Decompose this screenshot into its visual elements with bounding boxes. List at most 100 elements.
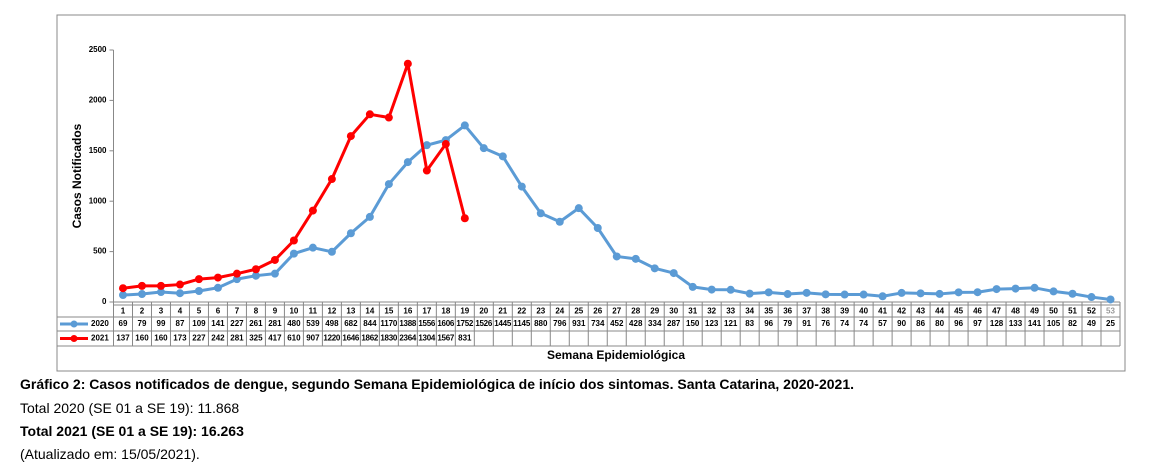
- data-point: [802, 288, 811, 297]
- data-point: [346, 229, 355, 238]
- x-tick-label: 31: [688, 307, 697, 316]
- data-point: [840, 290, 849, 299]
- data-point: [289, 249, 298, 258]
- table-value: 76: [821, 319, 830, 328]
- table-value: 931: [572, 319, 586, 328]
- data-point: [726, 285, 735, 294]
- data-point: [517, 182, 526, 191]
- x-tick-label: 9: [273, 307, 278, 316]
- table-value: 287: [667, 319, 681, 328]
- table-value: 74: [840, 319, 849, 328]
- x-tick-label: 3: [159, 307, 164, 316]
- x-tick-label: 7: [235, 307, 240, 316]
- table-value: 79: [783, 319, 792, 328]
- table-value: 1556: [418, 319, 436, 328]
- legend-marker: [70, 335, 78, 342]
- table-value: 105: [1047, 319, 1061, 328]
- data-point: [327, 175, 336, 184]
- y-tick-label: 1000: [89, 196, 107, 205]
- x-tick-label: 19: [460, 307, 469, 316]
- data-point: [859, 290, 868, 299]
- data-point: [194, 275, 203, 284]
- x-tick-label: 29: [650, 307, 659, 316]
- data-point: [460, 121, 469, 130]
- table-value: 1526: [475, 319, 493, 328]
- x-tick-label: 12: [327, 307, 336, 316]
- table-value: 80: [935, 319, 944, 328]
- data-point: [137, 290, 146, 299]
- x-tick-label: 6: [216, 307, 221, 316]
- x-tick-label: 43: [916, 307, 925, 316]
- table-value: 1170: [380, 319, 398, 328]
- data-point: [669, 269, 678, 278]
- data-point: [764, 288, 773, 297]
- y-tick-label: 0: [102, 297, 107, 306]
- table-value: 796: [553, 319, 567, 328]
- x-tick-label: 2: [140, 307, 145, 316]
- table-value: 844: [363, 319, 377, 328]
- data-point: [384, 180, 393, 189]
- table-value: 610: [287, 334, 301, 343]
- x-tick-label: 23: [536, 307, 545, 316]
- table-value: 261: [249, 319, 263, 328]
- table-value: 57: [878, 319, 887, 328]
- chart-border: [56, 14, 1126, 372]
- data-point: [536, 209, 545, 218]
- table-value: 1145: [513, 319, 531, 328]
- x-tick-label: 33: [726, 307, 735, 316]
- x-tick-label: 14: [365, 307, 374, 316]
- data-point: [783, 290, 792, 299]
- x-tick-label: 27: [612, 307, 621, 316]
- data-point: [1011, 284, 1020, 293]
- data-point: [1049, 287, 1058, 296]
- y-tick-label: 1500: [89, 146, 107, 155]
- table-value: 109: [192, 319, 206, 328]
- table-value: 880: [534, 319, 548, 328]
- caption: Gráfico 2: Casos notificados de dengue, …: [20, 376, 855, 392]
- table-value: 123: [705, 319, 719, 328]
- x-tick-label: 10: [289, 307, 298, 316]
- data-point: [821, 290, 830, 299]
- table-value: 1567: [437, 334, 455, 343]
- data-point: [422, 166, 431, 175]
- x-tick-label: 25: [574, 307, 583, 316]
- data-point: [916, 289, 925, 298]
- data-point: [137, 281, 146, 290]
- data-point: [403, 59, 412, 68]
- x-tick-label: 35: [764, 307, 773, 316]
- x-tick-label: 13: [346, 307, 355, 316]
- table-value: 1388: [399, 319, 417, 328]
- table-value: 99: [157, 319, 166, 328]
- x-tick-label: 11: [309, 307, 318, 316]
- x-tick-label: 49: [1030, 307, 1039, 316]
- y-axis-title: Casos Notificados: [70, 123, 84, 228]
- data-point: [498, 152, 507, 161]
- data-point: [175, 280, 184, 289]
- data-point: [308, 206, 317, 215]
- table-value: 90: [897, 319, 906, 328]
- x-tick-label: 32: [707, 307, 716, 316]
- x-tick-label: 53: [1106, 307, 1115, 316]
- data-point: [327, 247, 336, 256]
- table-value: 428: [629, 319, 643, 328]
- data-point: [308, 243, 317, 252]
- data-point: [270, 269, 279, 278]
- table-value: 498: [325, 319, 339, 328]
- x-tick-label: 44: [935, 307, 944, 316]
- x-tick-label: 30: [669, 307, 678, 316]
- data-point: [384, 113, 393, 122]
- x-tick-label: 45: [954, 307, 963, 316]
- data-point: [251, 265, 260, 274]
- table-value: 539: [306, 319, 320, 328]
- x-tick-label: 40: [859, 307, 868, 316]
- table-value: 91: [802, 319, 811, 328]
- table-value: 1646: [342, 334, 360, 343]
- note: Total 2020 (SE 01 a SE 19): 11.868: [20, 400, 240, 416]
- x-tick-label: 28: [631, 307, 640, 316]
- table-value: 137: [116, 334, 130, 343]
- table-value: 87: [176, 319, 185, 328]
- data-point: [175, 289, 184, 298]
- data-point: [156, 281, 165, 290]
- x-tick-label: 47: [992, 307, 1001, 316]
- data-point: [878, 292, 887, 301]
